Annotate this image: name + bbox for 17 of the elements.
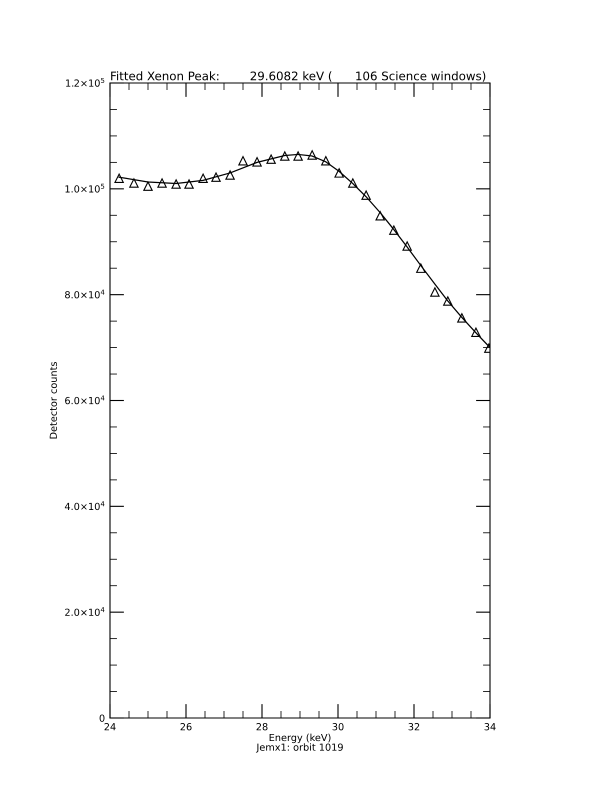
y-tick-label: 4.0×10$^{4}$: [64, 501, 104, 510]
y-tick-label: 8.0×10$^{4}$: [65, 290, 104, 298]
chart-title: Fitted Xenon Peak: 29.6082 keV ( 106 Science windows): [111, 71, 486, 82]
y-tick-label: 2.0×10$^{4}$: [65, 607, 104, 616]
y-axis-title: Detector counts: [50, 362, 57, 439]
y-tick-label: 0: [100, 714, 104, 722]
x-tick-label: 32: [408, 723, 420, 730]
text: Jemx1: orbit 1019: [256, 743, 343, 753]
x-axis-title: Energy (keV): [270, 734, 330, 744]
x-tick-label: 34: [484, 723, 496, 730]
x-tick-label: 30: [332, 723, 344, 730]
y-tick-label: 6.0×10$^{4}$: [65, 395, 104, 404]
x-tick-label: 28: [256, 723, 268, 730]
y-tick-label: 1.0×10$^{5}$: [65, 184, 104, 193]
x-tick-label: 26: [180, 723, 192, 730]
y-tick-label: 1.2×10$^{5}$: [66, 78, 104, 87]
x-tick-label: 24: [104, 723, 116, 730]
